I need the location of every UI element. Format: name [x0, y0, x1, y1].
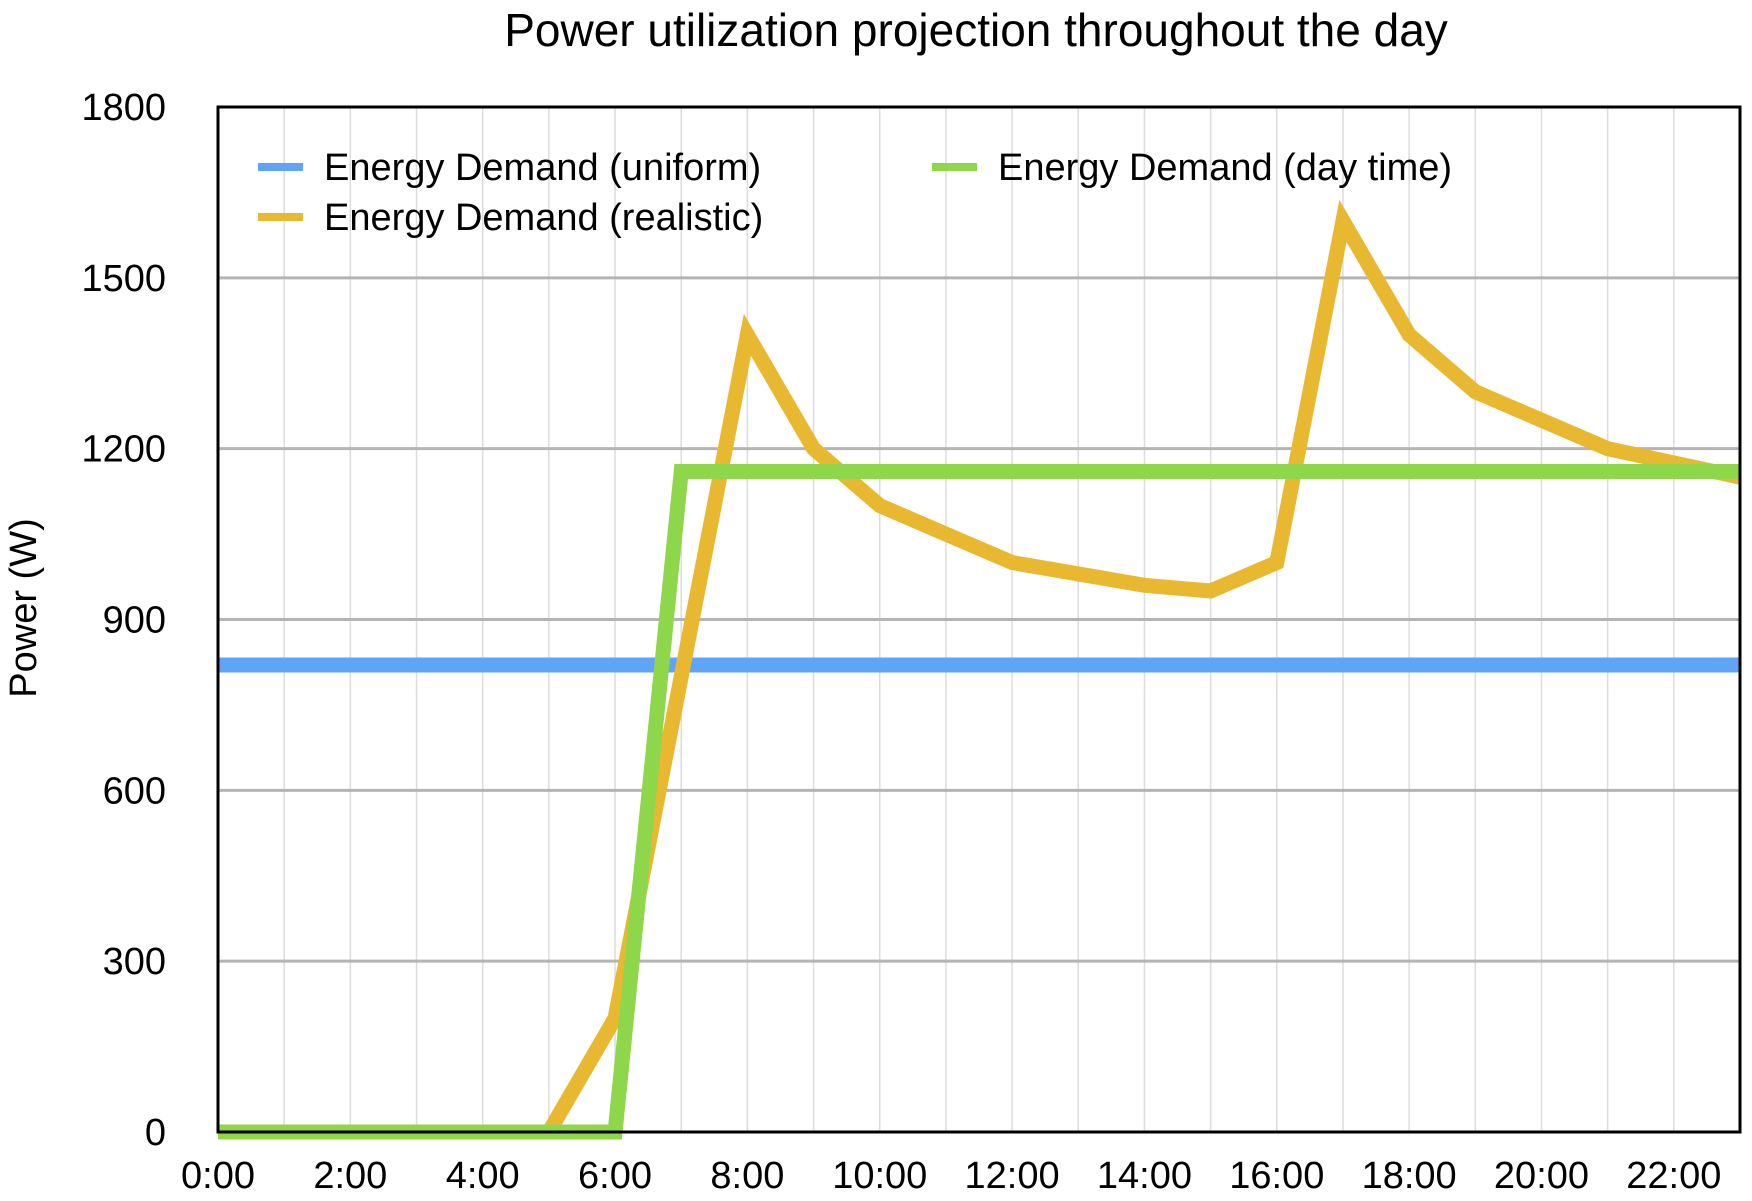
x-tick-label: 2:00: [313, 1155, 387, 1197]
series-line: [218, 463, 1740, 1140]
y-ticks: 0 300 600 900 1200 1500 1800: [81, 87, 166, 1154]
series-group: [217, 463, 1741, 1140]
y-tick-label: 1200: [81, 429, 166, 471]
legend-label: Energy Demand (realistic): [324, 197, 763, 239]
y-tick-label: 300: [103, 941, 166, 983]
legend-label: Energy Demand (day time): [998, 147, 1452, 189]
x-tick-label: 6:00: [578, 1155, 652, 1197]
series-lines: [217, 199, 1742, 1140]
series-line: [218, 199, 1742, 1140]
chart-title: Power utilization projection throughout …: [504, 4, 1448, 56]
legend-item: Energy Demand (uniform): [258, 147, 761, 189]
x-tick-label: 4:00: [446, 1155, 520, 1197]
y-axis-label: Power (W): [3, 518, 45, 697]
x-tick-label: 10:00: [832, 1155, 927, 1197]
legend: Energy Demand (uniform) Energy Demand (re…: [258, 147, 1452, 239]
x-tick-label: 20:00: [1494, 1155, 1589, 1197]
series-group: [217, 199, 1742, 1140]
x-tick-label: 16:00: [1229, 1155, 1324, 1197]
grid: [217, 105, 1741, 1134]
legend-item: Energy Demand (realistic): [258, 197, 763, 239]
x-ticks: 0:00 2:00 4:00 6:00 8:00 10:00 12:00 14:00 16:00…: [181, 1155, 1721, 1197]
plot-frame: [216, 105, 1742, 1134]
y-tick-label: 600: [103, 770, 166, 812]
y-tick-label: 1800: [81, 87, 166, 129]
y-tick-label: 1500: [81, 258, 166, 300]
x-tick-label: 12:00: [965, 1155, 1060, 1197]
y-tick-label: 0: [145, 1112, 166, 1154]
legend-label: Energy Demand (uniform): [324, 147, 761, 189]
x-tick-label: 18:00: [1362, 1155, 1457, 1197]
x-tick-label: 0:00: [181, 1155, 255, 1197]
y-tick-label: 900: [103, 600, 166, 642]
x-tick-label: 22:00: [1626, 1155, 1721, 1197]
x-tick-label: 14:00: [1097, 1155, 1192, 1197]
legend-item: Energy Demand (day time): [932, 147, 1452, 189]
x-tick-label: 8:00: [710, 1155, 784, 1197]
